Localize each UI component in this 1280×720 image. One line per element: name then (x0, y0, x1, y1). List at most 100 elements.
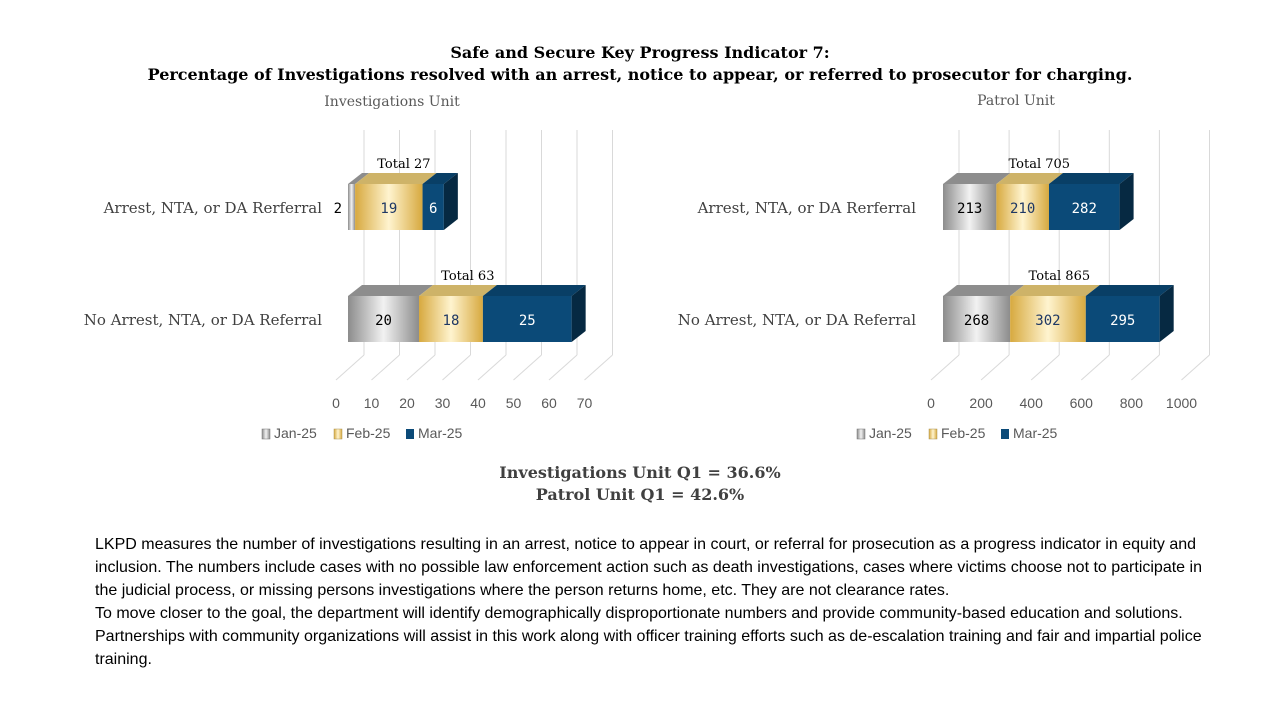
legend-swatch (261, 428, 271, 440)
data-label: 19 (380, 201, 397, 217)
total-label: Total 27 (377, 157, 430, 172)
bar-top (943, 285, 1025, 296)
x-tick-label: 20 (399, 395, 415, 411)
data-label: 18 (443, 313, 460, 329)
legend-label: Mar-25 (418, 425, 463, 441)
total-label: Total 63 (441, 269, 494, 284)
x-tick-label: 60 (541, 395, 557, 411)
x-tick-label: 40 (470, 395, 486, 411)
total-label: Total 865 (1029, 269, 1091, 284)
bar-top (482, 285, 586, 296)
gridline-floor (442, 354, 471, 381)
category-label: No Arrest, NTA, or DA Referral (678, 311, 916, 329)
legend-label: Mar-25 (1013, 425, 1058, 441)
bar-segment (482, 296, 572, 342)
data-label: 268 (964, 313, 989, 329)
title-block: Safe and Secure Key Progress Indicator 7… (0, 42, 1280, 86)
legend-swatch (333, 428, 343, 440)
x-tick-label: 70 (577, 395, 593, 411)
legend-swatch (928, 428, 938, 440)
bar-top (348, 285, 433, 296)
summary: Investigations Unit Q1 = 36.6% Patrol Un… (0, 462, 1280, 506)
bar-top (1010, 285, 1100, 296)
bar-segment (1048, 184, 1120, 230)
gridline-floor (371, 354, 400, 381)
gridline-floor (477, 354, 507, 381)
legend-label: Jan-25 (274, 425, 317, 441)
x-tick-label: 30 (435, 395, 451, 411)
gridline-floor (930, 354, 960, 381)
data-label: 302 (1035, 313, 1060, 329)
data-label: 282 (1072, 201, 1097, 217)
bar-top (996, 173, 1063, 184)
body-paragraph-1: LKPD measures the number of investigatio… (95, 536, 1202, 599)
bar-top (422, 173, 458, 184)
summary-patrol: Patrol Unit Q1 = 42.6% (535, 485, 745, 504)
x-tick-label: 1000 (1166, 395, 1197, 411)
legend-label: Feb-25 (941, 425, 986, 441)
bar-segment (348, 296, 419, 342)
bar-segment (943, 184, 997, 230)
x-tick-label: 600 (1070, 395, 1094, 411)
bar-top (419, 285, 497, 296)
bar-top (355, 173, 437, 184)
gridline-floor (1181, 354, 1210, 381)
x-tick-label: 0 (332, 395, 340, 411)
gridline-floor (584, 354, 613, 381)
bar-top (348, 173, 370, 184)
category-label: Arrest, NTA, or DA Rerferral (697, 199, 917, 217)
x-tick-label: 10 (364, 395, 380, 411)
gridline-floor (980, 354, 1010, 381)
bar-segment (996, 184, 1049, 230)
chart-subtitle: Patrol Unit (977, 93, 1055, 109)
summary-investigations: Investigations Unit Q1 = 36.6% (499, 463, 781, 482)
body-paragraph-2: To move closer to the goal, the departme… (95, 605, 1202, 668)
total-label: Total 705 (1009, 157, 1071, 172)
gridline-floor (1030, 354, 1060, 381)
chart-subtitle: Investigations Unit (324, 94, 460, 110)
data-label: 210 (1010, 201, 1035, 217)
body-text: LKPD measures the number of investigatio… (95, 533, 1225, 671)
legend-swatch (856, 428, 866, 440)
bar-segment (419, 296, 483, 342)
bar-side (1119, 173, 1134, 230)
bar-top (1048, 173, 1134, 184)
gridline-floor (1080, 354, 1110, 381)
x-tick-label: 400 (1020, 395, 1044, 411)
bar-top (1085, 285, 1174, 296)
data-label: 2 (334, 201, 342, 217)
x-tick-label: 0 (927, 395, 935, 411)
bar-segment (348, 184, 356, 230)
page-title: Safe and Secure Key Progress Indicator 7… (450, 43, 830, 62)
bar-segment (1010, 296, 1086, 342)
bar-side (1159, 285, 1174, 342)
data-label: 6 (429, 201, 437, 217)
legend-label: Feb-25 (346, 425, 391, 441)
gridline-floor (335, 354, 365, 381)
bar-segment (943, 296, 1011, 342)
x-tick-label: 800 (1120, 395, 1144, 411)
gridline-floor (513, 354, 542, 381)
legend-swatch (406, 429, 414, 439)
bar-segment (422, 184, 444, 230)
bar-segment (1085, 296, 1160, 342)
bar-top (943, 173, 1011, 184)
category-label: Arrest, NTA, or DA Rerferral (103, 199, 323, 217)
bar-side (571, 285, 586, 342)
data-label: 20 (375, 313, 392, 329)
gridline-floor (406, 354, 436, 381)
data-label: 295 (1110, 313, 1135, 329)
data-label: 25 (519, 313, 536, 329)
data-label: 213 (957, 201, 982, 217)
page-subtitle: Percentage of Investigations resolved wi… (147, 65, 1133, 84)
bar-segment (355, 184, 423, 230)
bar-side (443, 173, 458, 230)
gridline-floor (1131, 354, 1160, 381)
category-label: No Arrest, NTA, or DA Referral (84, 311, 322, 329)
x-tick-label: 50 (506, 395, 522, 411)
legend-label: Jan-25 (869, 425, 912, 441)
gridline-floor (548, 354, 578, 381)
x-tick-label: 200 (969, 395, 993, 411)
legend-swatch (1001, 429, 1009, 439)
